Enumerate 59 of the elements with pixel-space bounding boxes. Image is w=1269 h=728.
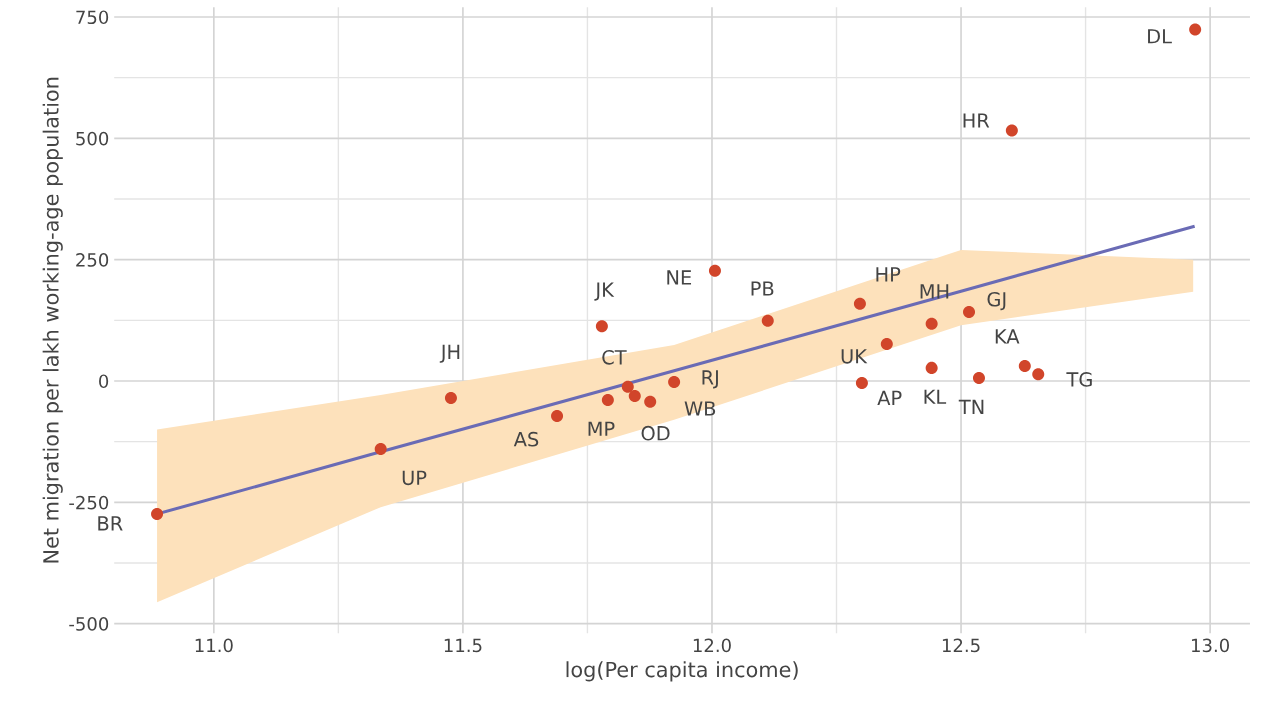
annotation: RJ	[702, 370, 718, 389]
annotation: TN	[958, 399, 984, 414]
point	[444, 391, 457, 404]
point	[374, 442, 387, 455]
y-tick-label: -500	[69, 617, 109, 631]
y-axis-title: Net migration per lakh working-age population	[42, 77, 63, 563]
point	[853, 297, 866, 310]
x-tick-label: 11.0	[195, 638, 233, 653]
point	[761, 314, 774, 327]
point	[963, 306, 976, 319]
x-tick-label: 12.0	[693, 638, 731, 653]
point	[621, 380, 634, 393]
x-tick-label: 13.0	[1192, 638, 1230, 653]
annotation: WB	[684, 401, 716, 416]
annotation: UP	[402, 470, 427, 486]
point	[551, 409, 564, 422]
annotation: BR	[98, 516, 123, 531]
y-tick-label: 500	[76, 131, 109, 146]
annotation: DL	[1148, 29, 1172, 44]
x-axis-title: log(Per capita income)	[566, 661, 798, 682]
y-tick-label: 250	[76, 253, 109, 267]
point	[880, 338, 893, 351]
annotation: MP	[588, 421, 615, 436]
point	[1189, 23, 1202, 36]
annotation: HP	[876, 267, 901, 282]
annotation: KL	[924, 389, 947, 404]
annotation: JH	[439, 344, 460, 363]
annotation: UK	[841, 349, 868, 364]
point	[972, 372, 985, 385]
x-tick-label: 11.5	[444, 638, 482, 653]
annotation: AS	[513, 431, 539, 447]
point	[925, 361, 938, 374]
point	[1005, 124, 1018, 137]
point	[601, 393, 614, 406]
point	[1018, 359, 1031, 372]
annotation: GJ	[987, 291, 1006, 311]
annotation: TG	[1066, 372, 1092, 387]
y-tick-label: -250	[69, 495, 109, 510]
annotation: PB	[751, 281, 774, 296]
annotation: CT	[602, 349, 627, 365]
point	[628, 390, 641, 403]
annotation: NE	[667, 270, 692, 285]
x-tick-label: 12.5	[942, 638, 980, 653]
y-tick-label: 750	[76, 10, 109, 25]
annotation: OD	[641, 425, 670, 441]
point	[668, 375, 681, 388]
annotation: KA	[995, 329, 1020, 344]
point	[925, 317, 938, 330]
point	[151, 507, 164, 520]
point	[1032, 368, 1045, 381]
annotation: JK	[594, 282, 615, 301]
y-tick-label: 0	[99, 374, 109, 389]
point	[708, 264, 721, 277]
point	[644, 395, 657, 408]
point	[595, 320, 608, 333]
point	[855, 376, 868, 389]
annotation: HR	[963, 113, 990, 128]
annotation: AP	[877, 390, 902, 405]
annotation: MH	[920, 284, 949, 299]
